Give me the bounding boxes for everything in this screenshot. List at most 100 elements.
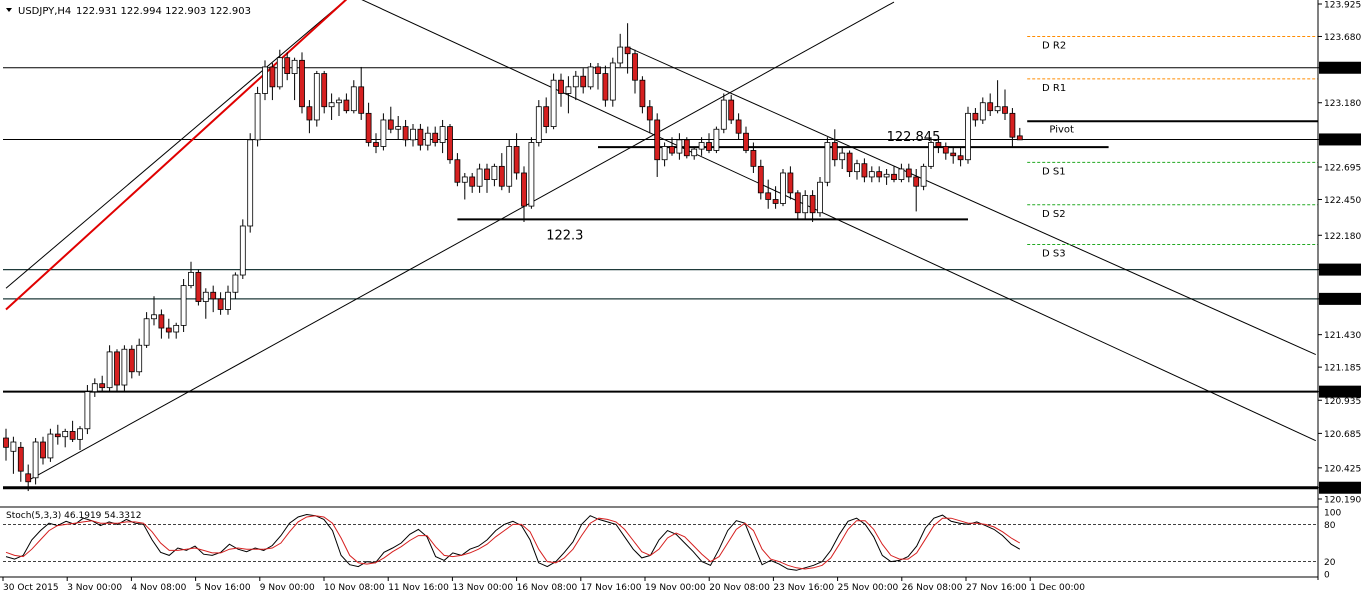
candle-bullish — [691, 148, 698, 157]
price-label: 120.425 — [1324, 464, 1361, 474]
candle-bullish — [920, 165, 927, 187]
candle-bearish — [580, 75, 587, 88]
candle-bullish — [151, 314, 157, 320]
price-label: 122.695 — [1324, 164, 1361, 174]
candle-bearish — [513, 146, 520, 174]
candle-bearish — [683, 139, 690, 157]
trendlines-layer — [5, 0, 1317, 481]
price-highlight-label: 120.275 — [1322, 484, 1359, 494]
price-highlight-label: 121.000 — [1322, 388, 1359, 398]
candle-bullish — [247, 139, 254, 227]
price-label: 120.190 — [1324, 496, 1361, 506]
candle-bullish — [232, 274, 239, 293]
candle-bullish — [676, 139, 683, 154]
candle-bullish — [565, 86, 572, 94]
time-label: 25 Nov 00:00 — [838, 583, 899, 593]
candle-bullish — [979, 102, 986, 121]
candle-bullish — [276, 57, 283, 88]
price-highlight-label: 121.921 — [1322, 266, 1359, 276]
candle-bearish — [306, 106, 313, 121]
candle-bullish — [550, 79, 557, 127]
candle-bullish — [91, 383, 98, 393]
annotation-122-3: 122.3 — [546, 228, 583, 243]
candle-bullish — [84, 391, 91, 430]
level-label-d-r1: D R1 — [1042, 83, 1066, 94]
candle-bearish — [321, 73, 328, 108]
candle-bullish — [328, 102, 335, 108]
candle-bullish — [136, 344, 143, 373]
trendline — [5, 0, 347, 289]
candle-bearish — [632, 53, 638, 81]
time-label: 26 Nov 08:00 — [902, 583, 963, 593]
candle-bullish — [609, 62, 616, 101]
trendline — [627, 46, 1317, 355]
price-highlight-label: 123.444 — [1322, 64, 1359, 74]
candle-bullish — [572, 75, 579, 88]
candle-bearish — [210, 291, 217, 300]
candle-bearish — [735, 119, 742, 134]
candle-bearish — [447, 126, 453, 161]
candle-bearish — [284, 57, 291, 74]
time-label: 9 Nov 00:00 — [260, 583, 315, 593]
candle-bearish — [639, 79, 646, 108]
candle-bearish — [669, 146, 675, 154]
candle-bullish — [528, 142, 535, 207]
candle-bullish — [380, 119, 387, 147]
price-label: 122.450 — [1324, 196, 1361, 206]
candle-bearish — [402, 126, 409, 141]
candle-bearish — [558, 79, 564, 94]
level-label-d-r2: D R2 — [1042, 40, 1066, 51]
candle-bearish — [40, 441, 46, 459]
candle-bullish — [291, 59, 298, 74]
candle-bearish — [831, 142, 838, 161]
candle-bearish — [128, 348, 135, 373]
candle-bearish — [469, 176, 476, 187]
candle-bearish — [299, 59, 305, 108]
level-label-d-s2: D S2 — [1042, 209, 1066, 220]
time-label: 1 Dec 00:00 — [1030, 583, 1085, 593]
stoch-axis-label: 80 — [1324, 521, 1336, 531]
price-label: 123.180 — [1324, 99, 1361, 109]
candle-bullish — [698, 142, 705, 150]
candle-bearish — [1016, 135, 1023, 141]
candle-bullish — [10, 441, 17, 452]
candle-bullish — [254, 93, 261, 141]
price-label: 121.185 — [1324, 364, 1361, 374]
candle-bullish — [239, 225, 246, 276]
price-highlight-label: 122.903 — [1322, 136, 1359, 146]
candle-bearish — [750, 150, 757, 167]
price-label: 123.925 — [1324, 1, 1361, 11]
candle-bearish — [417, 128, 424, 146]
price-highlight-label: 121.700 — [1322, 295, 1359, 305]
candle-bearish — [54, 433, 61, 438]
candle-bullish — [313, 73, 320, 121]
candle-bullish — [476, 168, 483, 187]
candle-bearish — [195, 271, 202, 302]
candle-bearish — [543, 106, 550, 127]
candle-bullish — [173, 324, 180, 333]
candle-bearish — [498, 165, 505, 187]
candle-bearish — [1002, 106, 1008, 114]
candle-bullish — [824, 142, 831, 183]
candle-bearish — [876, 171, 883, 178]
stoch-label: Stoch(5,3,3) 46.1919 54.3312 — [6, 511, 141, 521]
price-label: 123.680 — [1324, 33, 1361, 43]
candle-bullish — [350, 86, 357, 112]
candle-bearish — [114, 351, 120, 386]
candle-bearish — [942, 146, 949, 154]
chart-symbol: USDJPY,H4 — [18, 6, 71, 17]
candle-bearish — [158, 314, 165, 329]
stoch-signal-line — [5, 515, 1021, 570]
candle-bearish — [905, 168, 912, 178]
candle-bullish — [336, 99, 342, 104]
candle-bearish — [432, 132, 439, 143]
annotation-122-845: 122.845 — [887, 130, 941, 145]
time-label: 10 Nov 08:00 — [324, 583, 385, 593]
candle-bullish — [617, 46, 624, 64]
candle-bullish — [410, 128, 416, 141]
candle-bearish — [165, 327, 172, 333]
chevron-down-icon[interactable] — [6, 8, 12, 12]
candle-bearish — [654, 119, 661, 161]
